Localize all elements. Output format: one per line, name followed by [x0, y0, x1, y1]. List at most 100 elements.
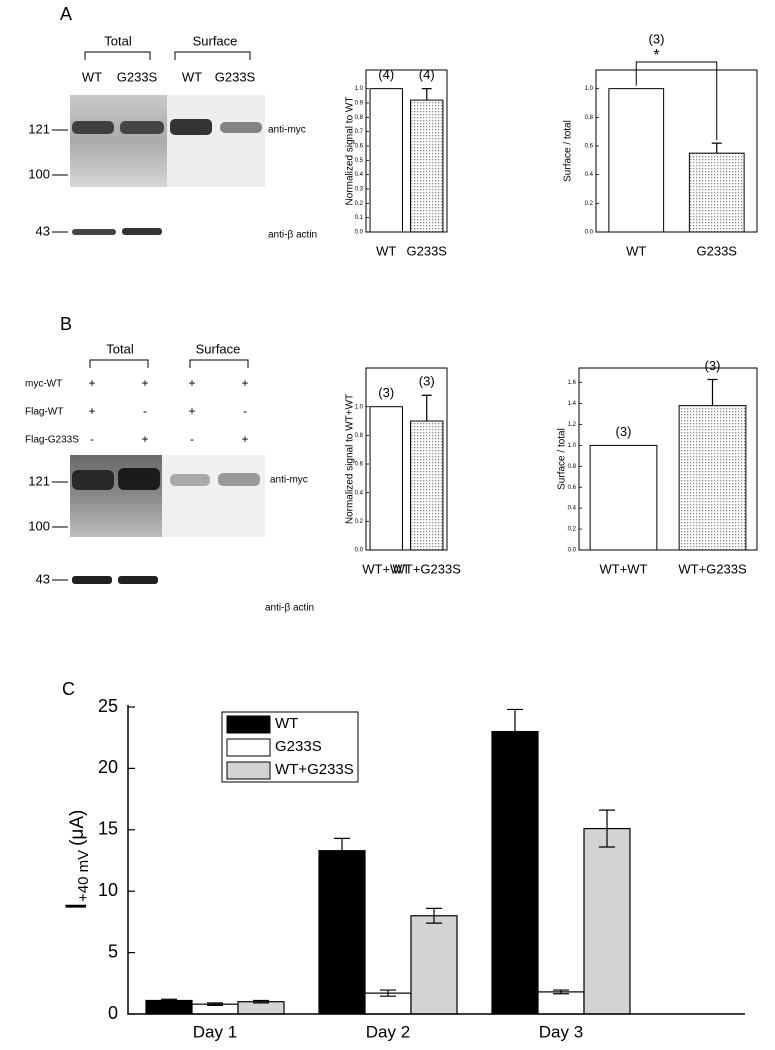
mw-marker: 121 [28, 473, 50, 488]
legend-label: G233S [275, 738, 322, 755]
n-label: (4) [378, 67, 394, 82]
y-tick-label: 20 [98, 757, 118, 777]
bar [688, 152, 745, 233]
y-tick-label: 0 [108, 1003, 118, 1023]
y-tick-label: 0.4 [568, 506, 577, 512]
n-label: (4) [419, 67, 435, 82]
error-bar [707, 378, 718, 406]
x-tick-label: WT+G233S [393, 561, 462, 576]
x-tick-label: WT+WT [599, 561, 647, 576]
y-tick-label: 0.2 [355, 519, 364, 525]
y-tick-label: 0.9 [355, 101, 364, 107]
error-bar [161, 998, 177, 1003]
error-bar [380, 989, 396, 997]
y-tick-label: 1.0 [585, 86, 594, 92]
y-tick-label: 0.3 [355, 187, 364, 193]
y-tick-label: 0.0 [568, 548, 577, 554]
annotation: (3) [649, 31, 665, 46]
blot-images [52, 51, 265, 584]
group-label: Total [104, 33, 132, 48]
y-tick-label: 0.4 [585, 172, 594, 178]
row-sign: + [141, 376, 148, 390]
error-bar [507, 708, 523, 755]
y-tick-label: 0.2 [355, 201, 364, 207]
group-label: Surface [196, 341, 241, 356]
significance-bracket [635, 61, 718, 141]
y-tick-label: 0.4 [355, 490, 364, 496]
y-tick-label: 0.2 [585, 201, 594, 207]
row-label: Flag-G233S [25, 435, 79, 446]
plot-frame [595, 69, 758, 233]
bar [537, 991, 585, 1015]
y-tick-label: 1.4 [568, 401, 577, 407]
antibody-label: anti-β actin [268, 230, 317, 241]
n-label: (3) [419, 374, 435, 389]
row-sign: + [188, 376, 195, 390]
bar [318, 850, 366, 1015]
legend-swatch [226, 715, 271, 734]
bar [678, 405, 747, 551]
y-tick-label: 0.0 [585, 230, 594, 236]
bar [410, 915, 458, 1015]
lane-label: G233S [117, 69, 158, 84]
y-tick-label: 0.8 [585, 115, 594, 121]
y-axis-label: Surface / total [563, 120, 574, 182]
plot-frame [578, 367, 758, 551]
n-label: (3) [616, 424, 632, 439]
mw-marker: 121 [28, 121, 50, 136]
n-label: (3) [705, 358, 721, 373]
y-tick-label: 0.2 [568, 527, 577, 533]
bar [589, 444, 658, 551]
row-sign: + [188, 404, 195, 418]
row-sign: + [241, 376, 248, 390]
y-axis-label: Normalized signal to WT [345, 97, 356, 206]
row-sign: + [88, 376, 95, 390]
bar [237, 1001, 285, 1015]
plot-frame [365, 69, 448, 233]
y-tick-label: 0.8 [568, 464, 577, 470]
y-tick-label: 0.4 [355, 172, 364, 178]
legend-label: WT [275, 715, 298, 732]
bar [410, 420, 444, 551]
y-axis-label: Surface / total [557, 428, 568, 490]
row-sign: + [141, 432, 148, 446]
bar [410, 99, 444, 233]
x-tick-label: WT [376, 243, 396, 258]
error-bar [207, 1002, 223, 1006]
y-tick-label: 1.0 [568, 443, 577, 449]
y-axis-label-main: I [60, 902, 93, 910]
group-label: Surface [193, 33, 238, 48]
row-sign: - [90, 432, 94, 446]
plot-frame [365, 367, 448, 551]
row-sign: + [241, 432, 248, 446]
y-tick-label: 1.2 [568, 422, 577, 428]
legend-label: WT+G233S [275, 761, 354, 778]
x-tick-label: Day 3 [539, 1022, 583, 1041]
axes [127, 705, 745, 1015]
n-label: (3) [378, 385, 394, 400]
mw-marker: 100 [28, 518, 50, 533]
error-bar [599, 809, 615, 848]
y-tick-label: 0.6 [568, 485, 577, 491]
y-tick-label: 0.8 [355, 115, 364, 121]
y-tick-label: 1.0 [355, 404, 364, 410]
row-sign: - [243, 404, 247, 418]
panel-label: C [62, 679, 75, 699]
error-bar [426, 907, 442, 924]
y-tick-label: 1.6 [568, 380, 577, 386]
panel-label: B [60, 314, 72, 334]
y-axis-label-unit: (μA) [67, 810, 88, 846]
x-tick-label: Day 1 [193, 1022, 237, 1041]
lane-label: G233S [215, 69, 256, 84]
error-bar [334, 837, 350, 864]
error-bar [253, 999, 269, 1004]
x-tick-label: G233S [407, 243, 448, 258]
row-sign: - [190, 432, 194, 446]
y-tick-label: 0.8 [355, 433, 364, 439]
y-axis-label: Normalized signal to WT+WT [345, 394, 356, 524]
error-bar [421, 88, 432, 101]
y-tick-label: 0.0 [355, 230, 364, 236]
error-bar [421, 394, 432, 422]
